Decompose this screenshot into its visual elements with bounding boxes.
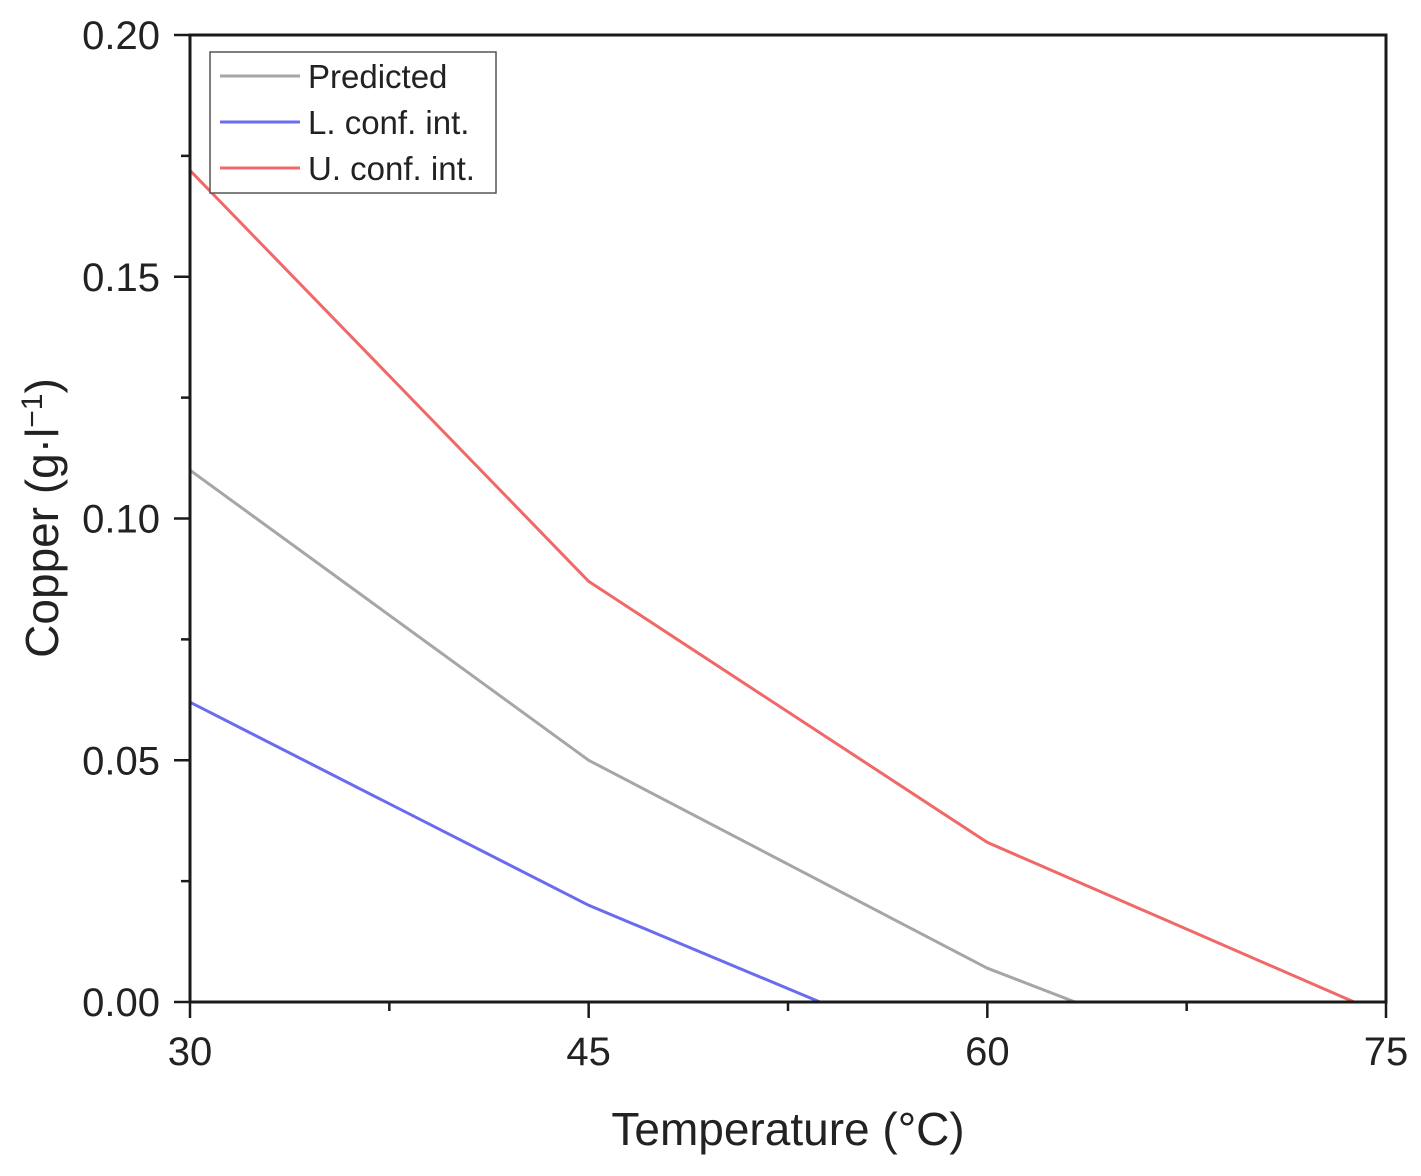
y-tick-label: 0.15	[82, 256, 160, 300]
x-tick-label: 45	[566, 1030, 611, 1074]
legend-label-lower-ci: L. conf. int.	[308, 104, 469, 141]
y-axis-title-main: Copper (g·l	[16, 428, 68, 658]
series-line-predicted	[189, 468, 1076, 1004]
x-tick-label: 75	[1364, 1030, 1409, 1074]
y-tick-label: 0.10	[82, 498, 160, 542]
legend-label-predicted: Predicted	[308, 58, 447, 95]
x-tick-label: 60	[965, 1030, 1010, 1074]
legend: Predicted L. conf. int. U. conf. int.	[209, 51, 497, 194]
legend-label-upper-ci: U. conf. int.	[308, 150, 475, 187]
series-line-l-conf-int	[189, 700, 821, 1004]
y-axis-title: Copper (g·l−1)	[16, 378, 68, 658]
y-tick-label: 0.00	[82, 981, 160, 1025]
y-tick-label: 0.20	[82, 14, 160, 58]
plot-frame	[188, 33, 1388, 1004]
series-line-u-conf-int	[188, 169, 1355, 1004]
x-axis-title: Temperature (°C)	[611, 1103, 964, 1155]
y-axis-title-close: )	[16, 378, 68, 393]
y-tick-label: 0.05	[82, 739, 160, 783]
x-tick-label: 30	[168, 1030, 213, 1074]
y-axis-title-sup: −1	[16, 394, 49, 428]
tick-labels: 30 45 60 75 0.00 0.05 0.10 0.15 0.20	[82, 14, 1408, 1074]
series-lines	[188, 169, 1355, 1004]
